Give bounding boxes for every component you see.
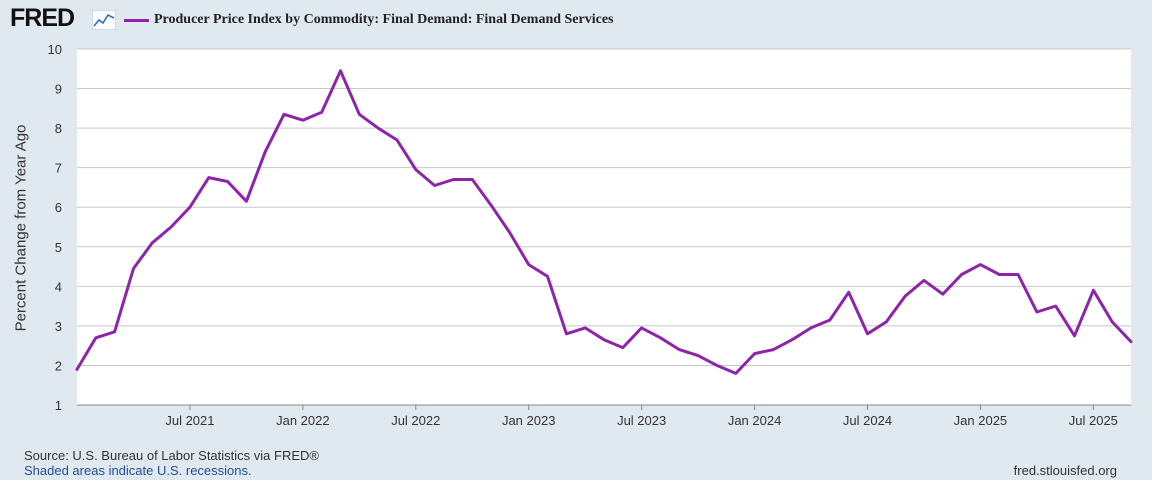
y-tick-label: 7 — [55, 161, 62, 176]
data-point — [264, 150, 267, 154]
source-note: Source: U.S. Bureau of Labor Statistics … — [24, 448, 319, 463]
trend-line-icon — [92, 10, 116, 30]
series-legend-title: Producer Price Index by Commodity: Final… — [154, 12, 614, 27]
data-point — [696, 354, 700, 357]
data-point — [433, 184, 436, 187]
data-point — [527, 263, 530, 266]
data-point — [1110, 320, 1114, 324]
data-point — [546, 275, 549, 278]
data-point — [226, 180, 229, 183]
x-tick-label: Jul 2021 — [165, 413, 214, 428]
recession-note[interactable]: Shaded areas indicate U.S. recessions. — [24, 463, 252, 478]
data-point — [753, 352, 756, 355]
data-point — [471, 178, 474, 181]
data-point — [395, 138, 399, 142]
data-point — [508, 231, 512, 235]
y-tick-label: 4 — [55, 279, 62, 294]
data-point — [1073, 334, 1076, 337]
y-tick-label: 5 — [55, 240, 62, 255]
data-point — [320, 111, 323, 114]
data-point — [828, 318, 832, 322]
data-point — [339, 69, 342, 72]
x-tick-label: Jul 2022 — [391, 413, 440, 428]
data-point — [489, 204, 493, 207]
y-tick-label: 6 — [55, 200, 62, 215]
data-point — [245, 200, 248, 203]
y-tick-label: 3 — [55, 319, 62, 334]
data-point — [640, 326, 643, 330]
data-point — [207, 176, 210, 179]
data-point — [1016, 273, 1020, 276]
x-tick-label: Jul 2025 — [1069, 413, 1118, 428]
data-point — [922, 279, 926, 282]
data-point — [809, 326, 813, 330]
x-tick-label: Jan 2023 — [502, 413, 556, 428]
data-point — [132, 267, 135, 270]
y-tick-label: 1 — [55, 398, 62, 413]
data-point — [358, 113, 361, 116]
site-credit[interactable]: fred.stlouisfed.org — [1013, 463, 1117, 478]
data-point — [602, 338, 606, 341]
data-point — [1129, 340, 1133, 343]
y-tick-label: 2 — [55, 358, 62, 373]
data-point — [94, 336, 98, 339]
data-point — [113, 330, 116, 334]
data-point — [621, 346, 625, 349]
data-point — [1092, 289, 1095, 292]
data-point — [885, 320, 888, 324]
data-point — [791, 338, 794, 341]
plot-area — [77, 49, 1131, 405]
x-tick-label: Jan 2024 — [728, 413, 782, 428]
data-point — [659, 336, 662, 339]
data-point — [715, 364, 719, 367]
y-tick-label: 10 — [48, 42, 62, 57]
x-tick-label: Jul 2023 — [617, 413, 666, 428]
data-point — [734, 372, 737, 375]
data-point — [151, 241, 154, 245]
x-tick-label: Jan 2022 — [276, 413, 330, 428]
y-tick-label: 9 — [55, 82, 62, 97]
data-point — [941, 293, 944, 296]
data-point — [772, 348, 775, 351]
data-point — [998, 273, 1001, 276]
data-point — [301, 119, 305, 122]
x-tick-label: Jan 2025 — [954, 413, 1008, 428]
y-tick-label: 8 — [55, 121, 62, 136]
data-point — [1035, 310, 1039, 314]
data-point — [282, 113, 286, 116]
data-point — [376, 126, 380, 130]
data-point — [979, 263, 982, 266]
data-point — [678, 348, 681, 351]
data-point — [414, 168, 417, 171]
x-tick-label: Jul 2024 — [843, 413, 892, 428]
data-point — [903, 295, 907, 298]
data-point — [188, 206, 192, 209]
data-point — [452, 178, 455, 181]
data-point — [847, 291, 850, 294]
legend-line-swatch — [124, 19, 149, 22]
data-point — [169, 225, 173, 229]
data-point — [583, 326, 587, 330]
data-point — [75, 368, 79, 371]
data-point — [960, 273, 963, 276]
data-point — [866, 332, 869, 335]
data-point — [1054, 304, 1057, 308]
fred-logo[interactable]: FRED — [10, 4, 75, 32]
data-point — [565, 332, 568, 335]
